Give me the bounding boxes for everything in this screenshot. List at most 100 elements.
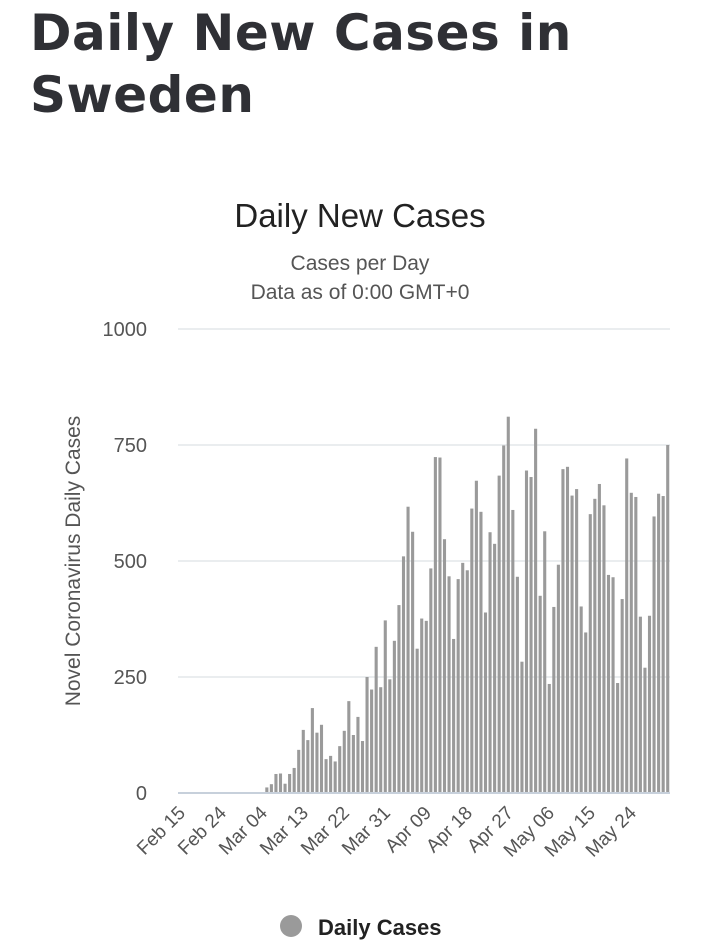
- bar[interactable]: [547, 683, 551, 793]
- bar[interactable]: [333, 761, 337, 793]
- bar[interactable]: [502, 445, 506, 793]
- bar[interactable]: [324, 759, 328, 793]
- bar[interactable]: [538, 595, 542, 793]
- bar[interactable]: [506, 416, 510, 793]
- bar[interactable]: [351, 735, 355, 793]
- bar[interactable]: [274, 773, 278, 793]
- bar[interactable]: [652, 516, 656, 793]
- bar[interactable]: [634, 496, 638, 793]
- bar[interactable]: [360, 741, 365, 793]
- y-tick-label: 250: [114, 667, 147, 689]
- bar[interactable]: [297, 749, 301, 793]
- bar[interactable]: [433, 457, 437, 793]
- bar[interactable]: [625, 458, 629, 793]
- bar[interactable]: [565, 466, 570, 793]
- bar[interactable]: [301, 729, 305, 793]
- bar[interactable]: [329, 755, 333, 793]
- bar[interactable]: [392, 640, 396, 793]
- bar[interactable]: [511, 509, 515, 793]
- bar[interactable]: [452, 638, 456, 793]
- y-tick-label: 500: [114, 551, 147, 573]
- bar[interactable]: [520, 661, 524, 793]
- bar[interactable]: [406, 506, 410, 793]
- bar[interactable]: [283, 783, 287, 793]
- y-tick-label: 0: [136, 783, 147, 805]
- bar[interactable]: [310, 708, 314, 793]
- bar[interactable]: [561, 469, 565, 793]
- bar[interactable]: [543, 531, 547, 793]
- legend-circle-marker: [280, 915, 302, 937]
- bar[interactable]: [647, 615, 652, 793]
- bar[interactable]: [374, 646, 378, 793]
- bar[interactable]: [588, 514, 592, 793]
- bar[interactable]: [338, 746, 342, 793]
- bar[interactable]: [420, 618, 424, 793]
- bar[interactable]: [342, 730, 346, 793]
- bar[interactable]: [661, 496, 665, 793]
- bar[interactable]: [497, 475, 501, 793]
- bar[interactable]: [570, 495, 574, 793]
- bar[interactable]: [347, 701, 351, 793]
- bar[interactable]: [606, 574, 611, 793]
- bar[interactable]: [584, 632, 588, 793]
- bar[interactable]: [470, 508, 474, 793]
- bar[interactable]: [319, 724, 324, 793]
- bar[interactable]: [629, 492, 633, 793]
- bar[interactable]: [288, 773, 292, 793]
- bar[interactable]: [415, 648, 419, 793]
- bar[interactable]: [269, 784, 273, 793]
- bar[interactable]: [383, 620, 387, 793]
- bar[interactable]: [292, 767, 296, 793]
- bar[interactable]: [356, 716, 360, 793]
- bar[interactable]: [465, 570, 469, 793]
- bar[interactable]: [438, 457, 442, 793]
- bar[interactable]: [411, 531, 415, 793]
- y-tick-labels: 0 250 500 750 1000: [103, 319, 148, 805]
- bar[interactable]: [306, 740, 310, 793]
- bar[interactable]: [515, 576, 519, 793]
- bar[interactable]: [456, 579, 460, 793]
- bar[interactable]: [611, 577, 615, 793]
- bar[interactable]: [483, 612, 488, 794]
- bar[interactable]: [388, 679, 392, 793]
- bar[interactable]: [556, 564, 560, 793]
- chart-subtitle-line-2: Data as of 0:00 GMT+0: [251, 281, 470, 304]
- legend-label[interactable]: Daily Cases: [318, 915, 442, 940]
- bar[interactable]: [424, 620, 428, 793]
- bar[interactable]: [265, 787, 269, 793]
- bar[interactable]: [597, 483, 601, 793]
- bar[interactable]: [461, 562, 465, 793]
- bar[interactable]: [397, 605, 401, 793]
- bar[interactable]: [657, 493, 661, 793]
- chart-title: Daily New Cases: [234, 197, 485, 234]
- bar[interactable]: [370, 689, 374, 793]
- bar[interactable]: [579, 606, 583, 793]
- bar[interactable]: [602, 505, 606, 793]
- bar[interactable]: [524, 470, 529, 793]
- bar[interactable]: [365, 677, 369, 793]
- bar[interactable]: [447, 576, 451, 793]
- bar[interactable]: [638, 616, 642, 793]
- bar[interactable]: [401, 556, 406, 793]
- bar[interactable]: [575, 489, 579, 793]
- bar[interactable]: [488, 532, 492, 793]
- bar[interactable]: [529, 477, 533, 793]
- bar[interactable]: [620, 599, 624, 793]
- bar[interactable]: [552, 606, 556, 793]
- bar[interactable]: [479, 511, 483, 793]
- bar[interactable]: [474, 480, 478, 793]
- bar[interactable]: [493, 543, 497, 793]
- bar[interactable]: [666, 445, 670, 793]
- x-tick-label: Apr 09: [381, 803, 435, 857]
- bar[interactable]: [534, 428, 538, 793]
- bar[interactable]: [315, 732, 319, 793]
- bar[interactable]: [616, 683, 620, 793]
- bar[interactable]: [442, 539, 447, 793]
- bar[interactable]: [643, 667, 647, 793]
- bar[interactable]: [593, 498, 597, 793]
- legend[interactable]: Daily Cases: [280, 915, 442, 940]
- bar[interactable]: [278, 773, 283, 793]
- bar[interactable]: [379, 687, 383, 793]
- bar[interactable]: [429, 568, 433, 793]
